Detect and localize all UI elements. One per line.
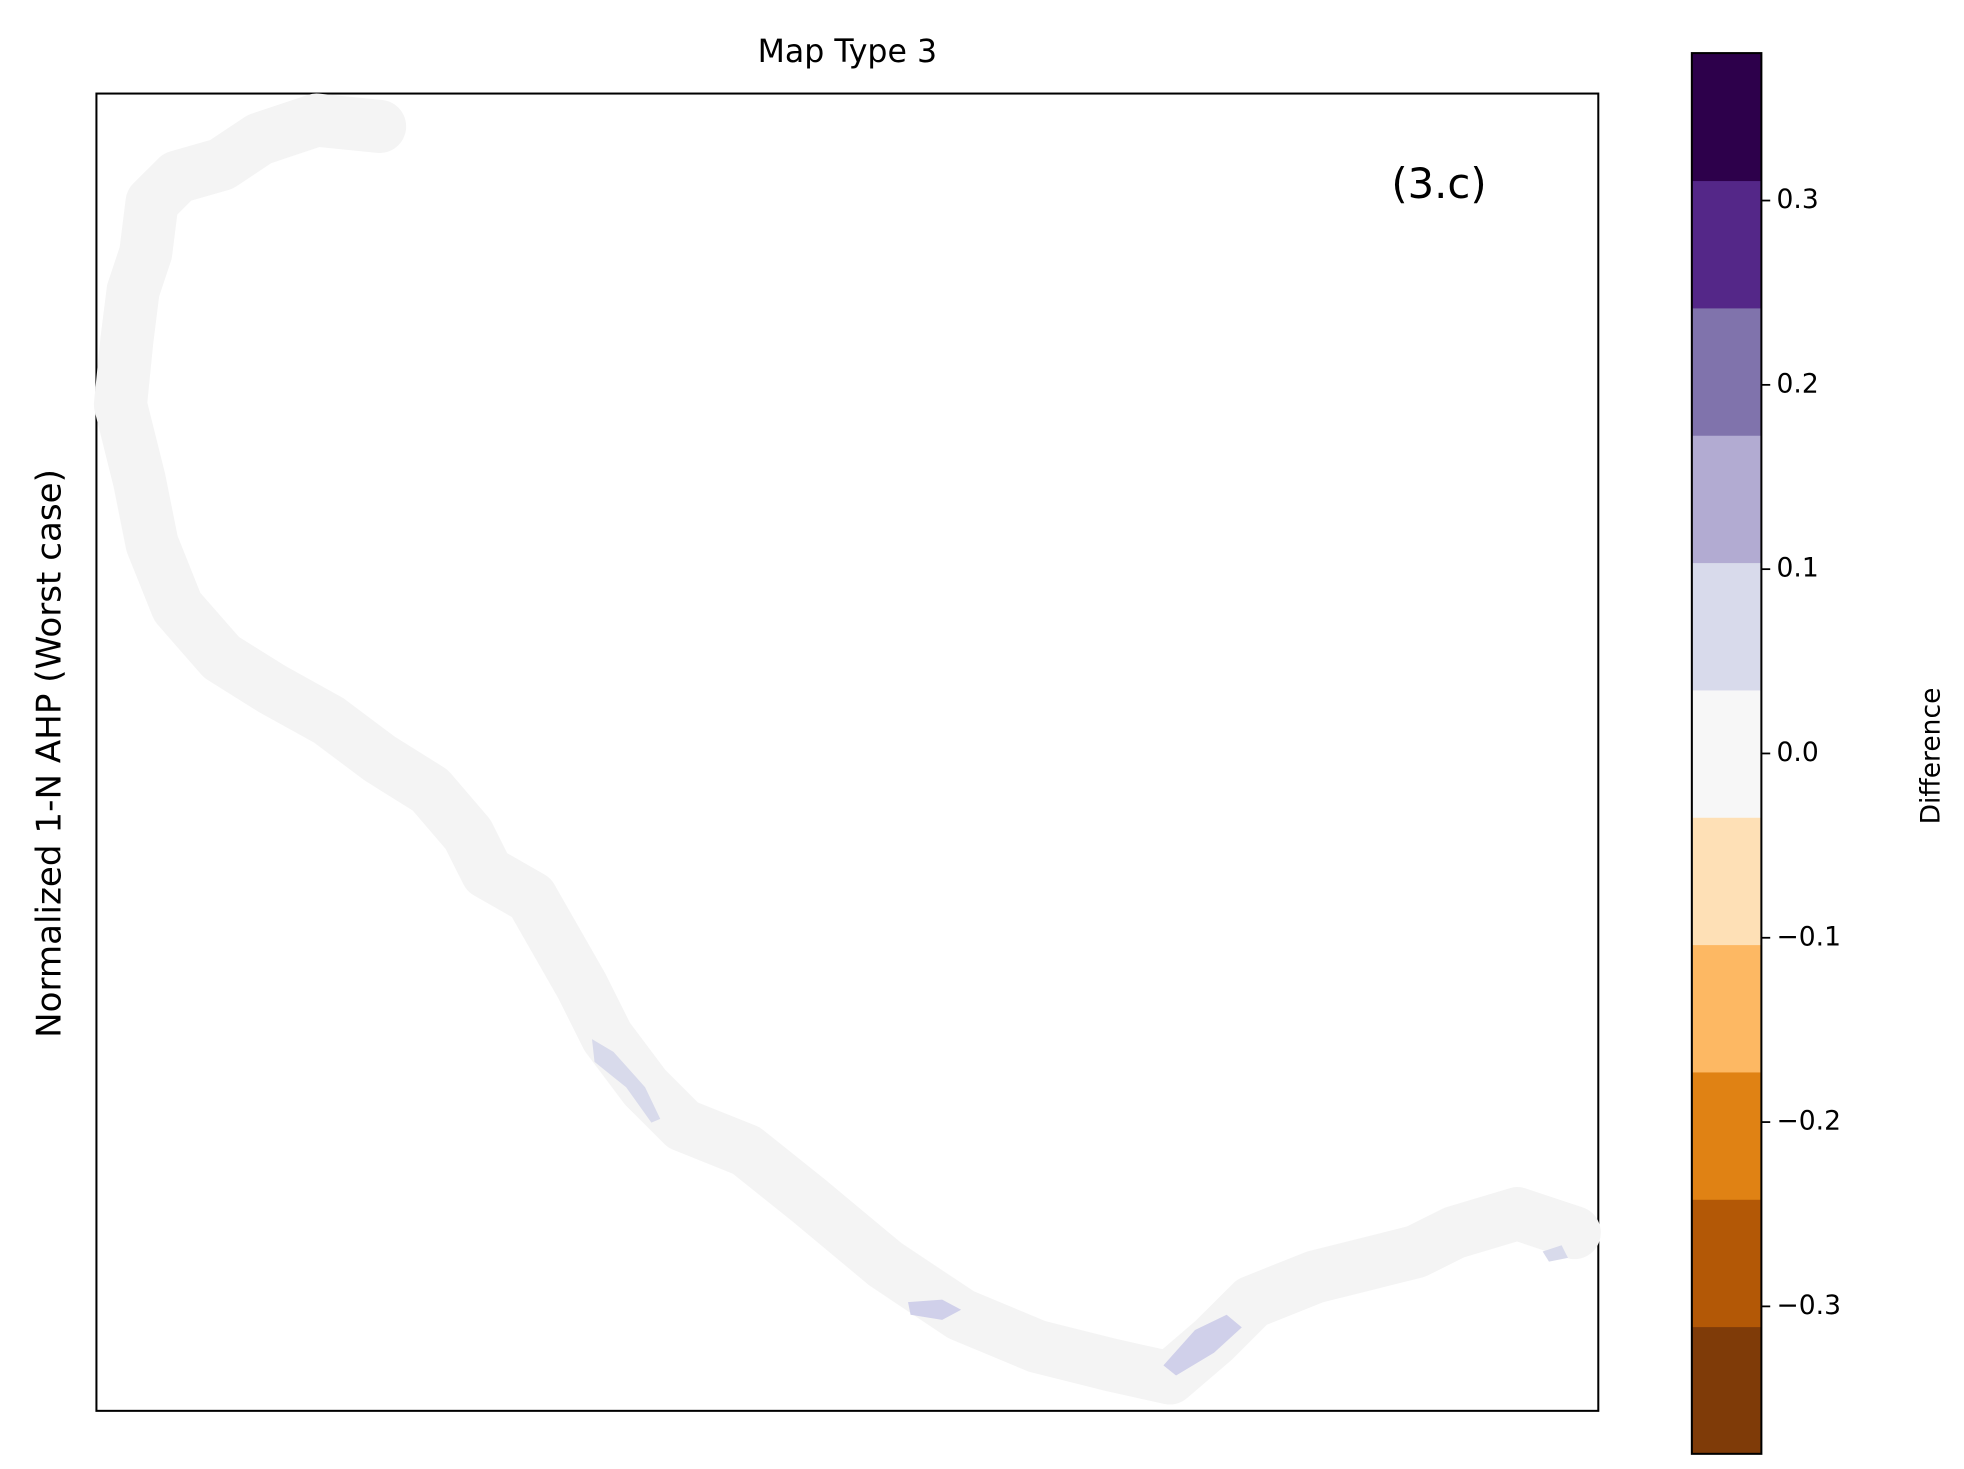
colorbar-bin — [1691, 944, 1762, 1073]
colorbar-bin — [1691, 1326, 1762, 1455]
colorbar-bin — [1691, 1071, 1762, 1200]
colorbar-tick-label: 0.0 — [1777, 737, 1819, 768]
map-title: Map Type 3 — [758, 34, 937, 70]
colorbar-bin — [1691, 53, 1762, 182]
river-band — [93, 93, 1601, 1405]
colorbar-bin — [1691, 180, 1762, 309]
colorbar-bin — [1691, 562, 1762, 691]
colorbar-label: Difference — [1916, 688, 1947, 825]
colorbar-tick-label: 0.3 — [1777, 184, 1819, 215]
colorbar-tick-label: −0.3 — [1777, 1290, 1841, 1321]
colorbar-bin — [1691, 817, 1762, 946]
colorbar-bin — [1691, 307, 1762, 436]
colorbar: −0.3 −0.2 −0.1 0.0 0.1 0.2 0.3 — [1690, 52, 1841, 1455]
colorbar-tick-label: −0.1 — [1777, 921, 1841, 952]
colorbar-bin — [1691, 1199, 1762, 1328]
colorbar-bin — [1691, 435, 1762, 564]
colorbar-tick-label: −0.2 — [1777, 1106, 1841, 1137]
colorbar-tick-label: 0.1 — [1777, 553, 1819, 584]
colorbar-bin — [1691, 689, 1762, 818]
river-patch — [591, 1039, 661, 1123]
river-patch — [908, 1299, 962, 1320]
colorbar-tick-label: 0.2 — [1777, 368, 1819, 399]
y-axis-label: Normalized 1-N AHP (Worst case) — [29, 469, 69, 1038]
panel-annotation: (3.c) — [1391, 159, 1486, 208]
river-patch — [1542, 1245, 1568, 1262]
river-patch — [1163, 1314, 1242, 1376]
